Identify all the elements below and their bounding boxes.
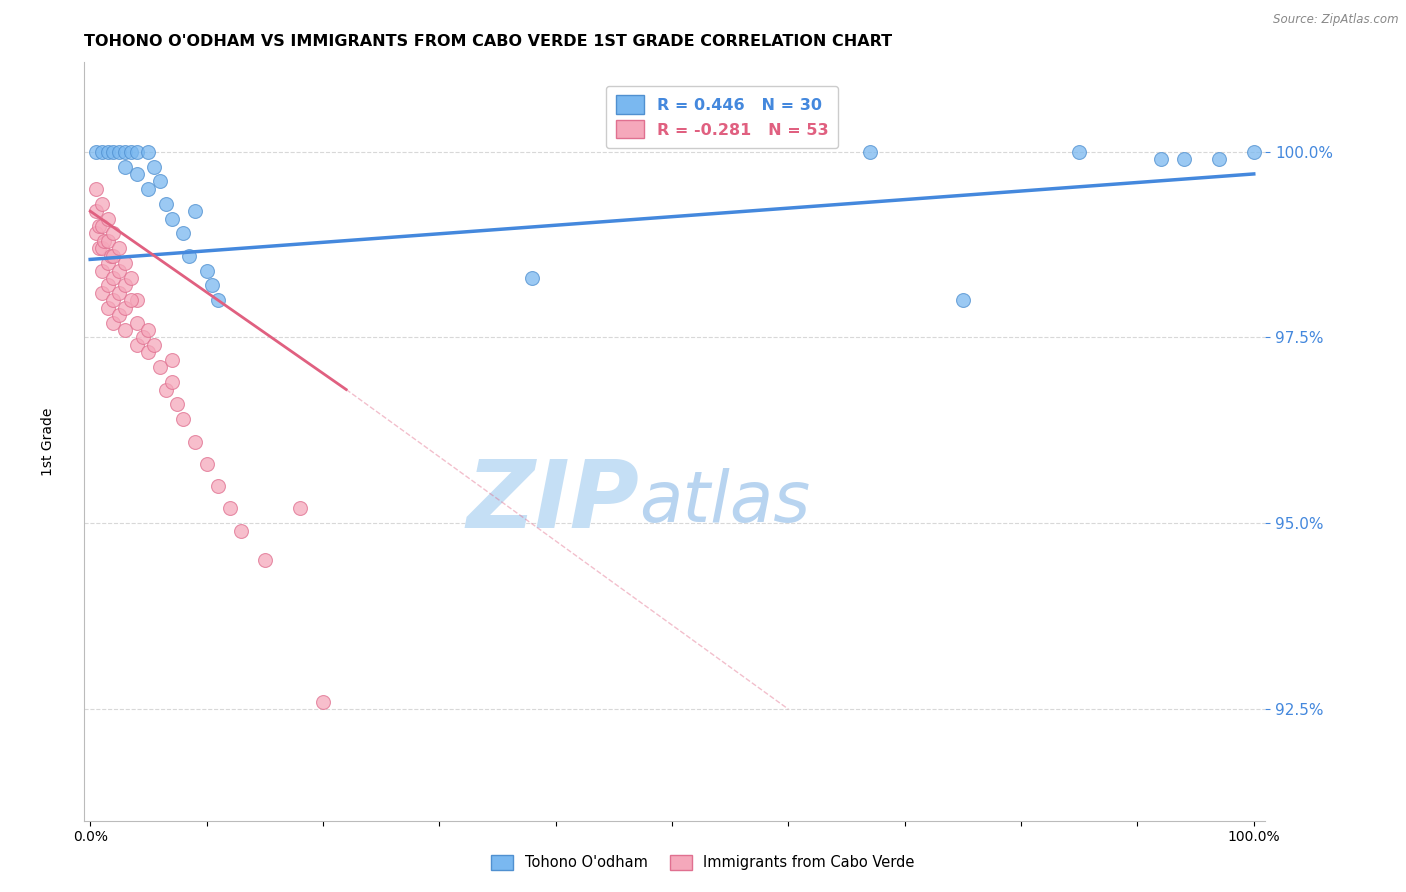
Immigrants from Cabo Verde xyxy=(114,323,136,337)
Legend: R = 0.446   N = 30, R = -0.281   N = 53: R = 0.446 N = 30, R = -0.281 N = 53 xyxy=(606,86,838,148)
Immigrants from Cabo Verde xyxy=(108,263,131,277)
Tohono O'odham xyxy=(97,145,120,159)
Tohono O'odham xyxy=(138,145,160,159)
Immigrants from Cabo Verde xyxy=(120,271,142,285)
Tohono O'odham xyxy=(138,182,160,196)
Text: ZIP: ZIP xyxy=(467,456,640,549)
Text: atlas: atlas xyxy=(640,467,811,537)
Tohono O'odham xyxy=(108,145,131,159)
Tohono O'odham xyxy=(143,160,166,174)
Immigrants from Cabo Verde xyxy=(138,323,160,337)
Immigrants from Cabo Verde xyxy=(125,293,148,308)
Immigrants from Cabo Verde xyxy=(103,249,125,263)
Immigrants from Cabo Verde xyxy=(160,375,183,389)
Tohono O'odham xyxy=(114,145,136,159)
Tohono O'odham xyxy=(1208,152,1230,166)
Legend: Tohono O'odham, Immigrants from Cabo Verde: Tohono O'odham, Immigrants from Cabo Ver… xyxy=(485,848,921,876)
Tohono O'odham xyxy=(201,278,224,293)
Immigrants from Cabo Verde xyxy=(103,293,125,308)
Tohono O'odham xyxy=(207,293,229,308)
Text: Source: ZipAtlas.com: Source: ZipAtlas.com xyxy=(1274,13,1399,27)
Tohono O'odham xyxy=(149,174,172,188)
Immigrants from Cabo Verde xyxy=(108,285,131,300)
Tohono O'odham xyxy=(522,271,544,285)
Immigrants from Cabo Verde xyxy=(89,241,111,255)
Immigrants from Cabo Verde xyxy=(97,234,120,248)
Immigrants from Cabo Verde xyxy=(84,204,107,219)
Immigrants from Cabo Verde xyxy=(97,256,120,270)
Immigrants from Cabo Verde xyxy=(184,434,207,449)
Tohono O'odham xyxy=(184,204,207,219)
Immigrants from Cabo Verde xyxy=(312,695,335,709)
Immigrants from Cabo Verde xyxy=(166,397,188,411)
Tohono O'odham xyxy=(952,293,974,308)
Tohono O'odham xyxy=(1150,152,1173,166)
Immigrants from Cabo Verde xyxy=(84,182,107,196)
Tohono O'odham xyxy=(90,145,112,159)
Immigrants from Cabo Verde xyxy=(90,241,112,255)
Immigrants from Cabo Verde xyxy=(125,316,148,330)
Immigrants from Cabo Verde xyxy=(149,360,172,375)
Immigrants from Cabo Verde xyxy=(138,345,160,359)
Immigrants from Cabo Verde xyxy=(120,293,142,308)
Immigrants from Cabo Verde xyxy=(108,241,131,255)
Immigrants from Cabo Verde xyxy=(103,316,125,330)
Immigrants from Cabo Verde xyxy=(114,256,136,270)
Immigrants from Cabo Verde xyxy=(100,249,122,263)
Immigrants from Cabo Verde xyxy=(218,501,240,516)
Immigrants from Cabo Verde xyxy=(97,301,120,315)
Tohono O'odham xyxy=(172,227,194,241)
Immigrants from Cabo Verde xyxy=(114,301,136,315)
Immigrants from Cabo Verde xyxy=(90,263,112,277)
Tohono O'odham xyxy=(103,145,125,159)
Immigrants from Cabo Verde xyxy=(97,278,120,293)
Immigrants from Cabo Verde xyxy=(103,271,125,285)
Immigrants from Cabo Verde xyxy=(172,412,194,426)
Immigrants from Cabo Verde xyxy=(84,227,107,241)
Tohono O'odham xyxy=(177,249,200,263)
Immigrants from Cabo Verde xyxy=(90,285,112,300)
Immigrants from Cabo Verde xyxy=(131,330,153,344)
Immigrants from Cabo Verde xyxy=(253,553,276,567)
Immigrants from Cabo Verde xyxy=(90,196,112,211)
Tohono O'odham xyxy=(114,160,136,174)
Immigrants from Cabo Verde xyxy=(288,501,311,516)
Immigrants from Cabo Verde xyxy=(89,219,111,233)
Immigrants from Cabo Verde xyxy=(207,479,229,493)
Tohono O'odham xyxy=(125,145,148,159)
Tohono O'odham xyxy=(125,167,148,181)
Immigrants from Cabo Verde xyxy=(103,227,125,241)
Immigrants from Cabo Verde xyxy=(125,338,148,352)
Tohono O'odham xyxy=(195,263,218,277)
Tohono O'odham xyxy=(1069,145,1091,159)
Tohono O'odham xyxy=(1243,145,1265,159)
Tohono O'odham xyxy=(84,145,107,159)
Immigrants from Cabo Verde xyxy=(143,338,166,352)
Immigrants from Cabo Verde xyxy=(114,278,136,293)
Text: TOHONO O'ODHAM VS IMMIGRANTS FROM CABO VERDE 1ST GRADE CORRELATION CHART: TOHONO O'ODHAM VS IMMIGRANTS FROM CABO V… xyxy=(84,34,893,49)
Tohono O'odham xyxy=(1173,152,1195,166)
Immigrants from Cabo Verde xyxy=(97,211,120,226)
Immigrants from Cabo Verde xyxy=(231,524,253,538)
Tohono O'odham xyxy=(859,145,882,159)
Immigrants from Cabo Verde xyxy=(160,352,183,367)
Immigrants from Cabo Verde xyxy=(93,234,115,248)
Immigrants from Cabo Verde xyxy=(155,383,177,397)
Immigrants from Cabo Verde xyxy=(108,308,131,322)
Y-axis label: 1st Grade: 1st Grade xyxy=(41,408,55,475)
Tohono O'odham xyxy=(160,211,183,226)
Tohono O'odham xyxy=(155,196,177,211)
Immigrants from Cabo Verde xyxy=(195,457,218,471)
Tohono O'odham xyxy=(120,145,142,159)
Immigrants from Cabo Verde xyxy=(90,219,112,233)
